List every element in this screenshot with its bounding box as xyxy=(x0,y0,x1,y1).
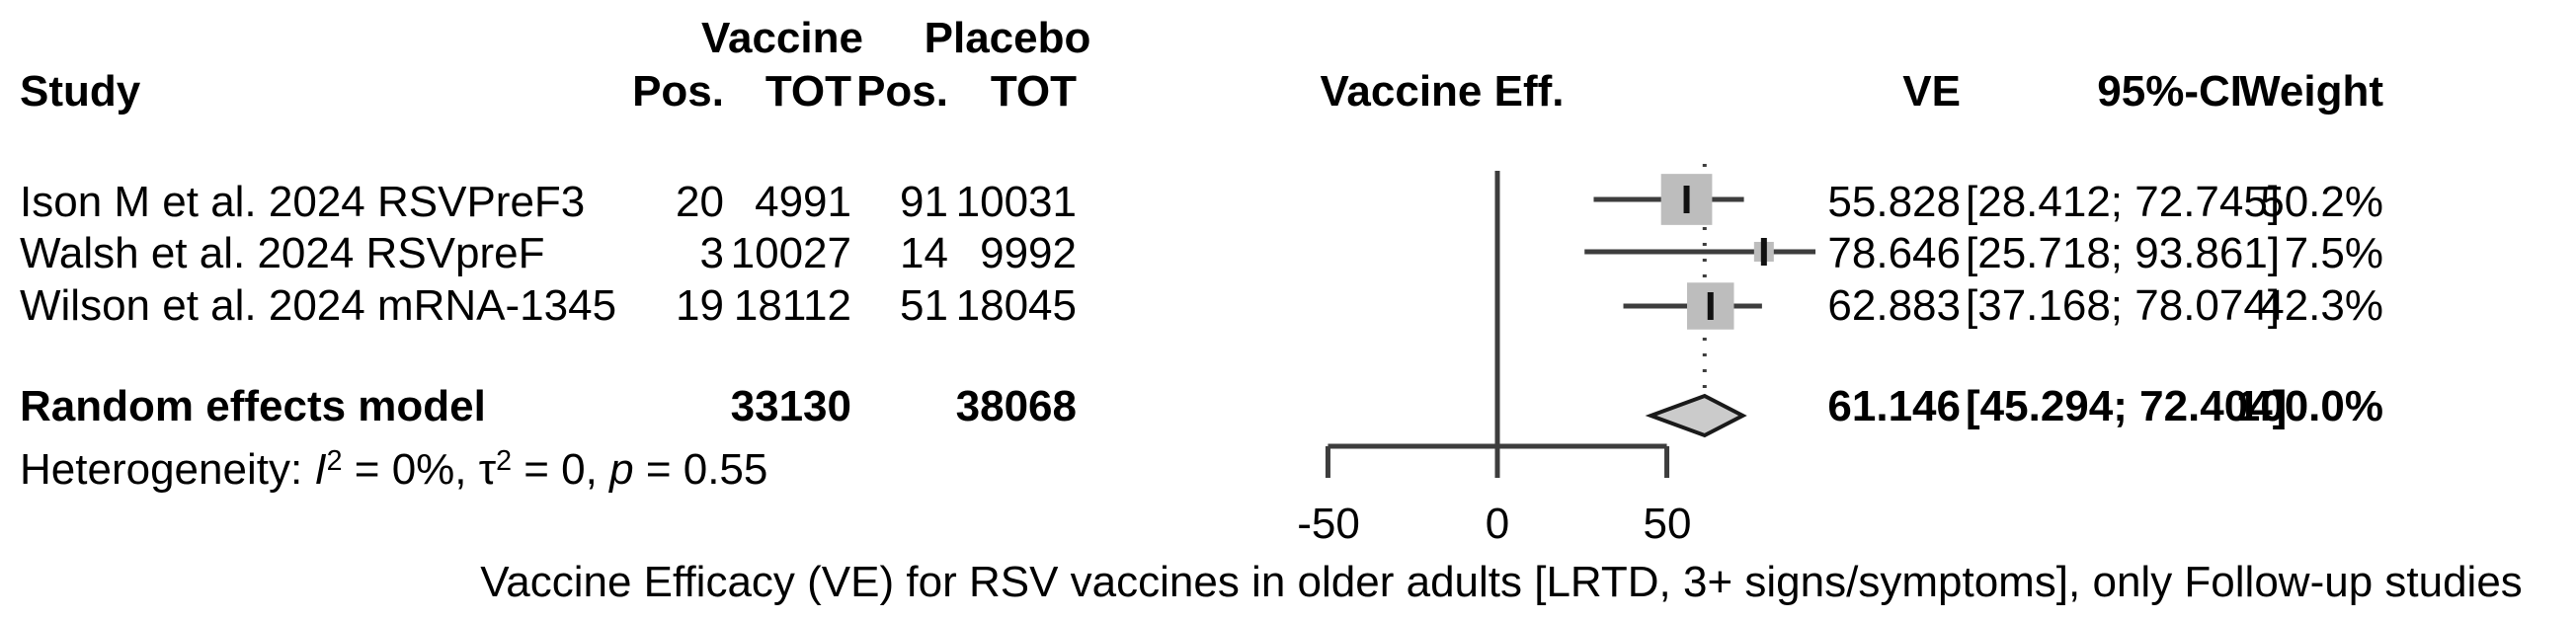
ve-value: 62.883 xyxy=(1827,281,1961,330)
het-tau-symbol: τ xyxy=(478,445,497,494)
summary-weight: 100.0% xyxy=(2235,382,2383,430)
het-tau-value: = 0, xyxy=(512,445,610,494)
placebo-pos: 51 xyxy=(900,281,948,330)
summary-ve: 61.146 xyxy=(1827,382,1961,430)
het-i-exponent: 2 xyxy=(326,444,343,477)
ci-column-header: 95%-CI xyxy=(2097,67,2242,116)
ve-value: 55.828 xyxy=(1827,178,1961,226)
vaccine-tot: 18112 xyxy=(733,281,851,330)
placebo-pos: 14 xyxy=(900,229,948,277)
het-p-value: = 0.55 xyxy=(633,445,768,494)
vaccine-group-header: Vaccine xyxy=(701,14,863,62)
het-i-value: = 0%, xyxy=(342,445,479,494)
summary-ci: [45.294; 72.404] xyxy=(1966,382,2288,430)
weight-value: 50.2% xyxy=(2260,178,2383,226)
het-p-symbol: p xyxy=(609,445,634,494)
vaccine-pos-header: Pos. xyxy=(632,67,724,116)
weight-column-header: Weight xyxy=(2239,67,2383,116)
study-name: Walsh et al. 2024 RSVpreF xyxy=(20,229,545,277)
het-tau-exponent: 2 xyxy=(496,444,513,477)
chart-caption: Vaccine Efficacy (VE) for RSV vaccines i… xyxy=(480,558,2523,606)
vaccine-pos: 19 xyxy=(676,281,724,330)
vaccine-tot-header: TOT xyxy=(765,67,851,116)
vaccine-tot: 4991 xyxy=(755,178,851,226)
weight-value: 7.5% xyxy=(2284,229,2383,277)
vaccine-tot: 10027 xyxy=(730,229,851,277)
heterogeneity-text: Heterogeneity: I2 = 0%, τ2 = 0, p = 0.55 xyxy=(20,445,767,500)
ci-value: [37.168; 78.074] xyxy=(1966,281,2281,330)
het-i-symbol: I xyxy=(314,445,327,494)
placebo-pos-header: Pos. xyxy=(856,67,948,116)
axis-tick-label: 50 xyxy=(1643,500,1692,548)
axis-tick-label: -50 xyxy=(1297,500,1360,548)
het-prefix: Heterogeneity: xyxy=(20,445,315,494)
placebo-group-header: Placebo xyxy=(924,14,1091,62)
ci-value: [25.718; 93.861] xyxy=(1966,229,2281,277)
placebo-tot: 10031 xyxy=(955,178,1077,226)
placebo-tot: 18045 xyxy=(955,281,1077,330)
summary-vaccine-tot: 33130 xyxy=(730,382,851,430)
summary-label: Random effects model xyxy=(20,382,486,430)
forest-plot-svg xyxy=(1325,164,1816,478)
study-name: Wilson et al. 2024 mRNA-1345 xyxy=(20,281,617,330)
ve-column-header: VE xyxy=(1902,67,1961,116)
summary-placebo-tot: 38068 xyxy=(955,382,1077,430)
ve-value: 78.646 xyxy=(1827,229,1961,277)
placebo-tot-header: TOT xyxy=(990,67,1077,116)
effect-column-header: Vaccine Eff. xyxy=(1320,67,1565,116)
axis-tick-label: 0 xyxy=(1485,500,1510,548)
vaccine-pos: 3 xyxy=(699,229,724,277)
placebo-pos: 91 xyxy=(900,178,948,226)
ci-value: [28.412; 72.745] xyxy=(1966,178,2281,226)
study-name: Ison M et al. 2024 RSVPreF3 xyxy=(20,178,586,226)
vaccine-pos: 20 xyxy=(676,178,724,226)
weight-value: 42.3% xyxy=(2260,281,2383,330)
placebo-tot: 9992 xyxy=(980,229,1077,277)
study-column-header: Study xyxy=(20,67,141,116)
